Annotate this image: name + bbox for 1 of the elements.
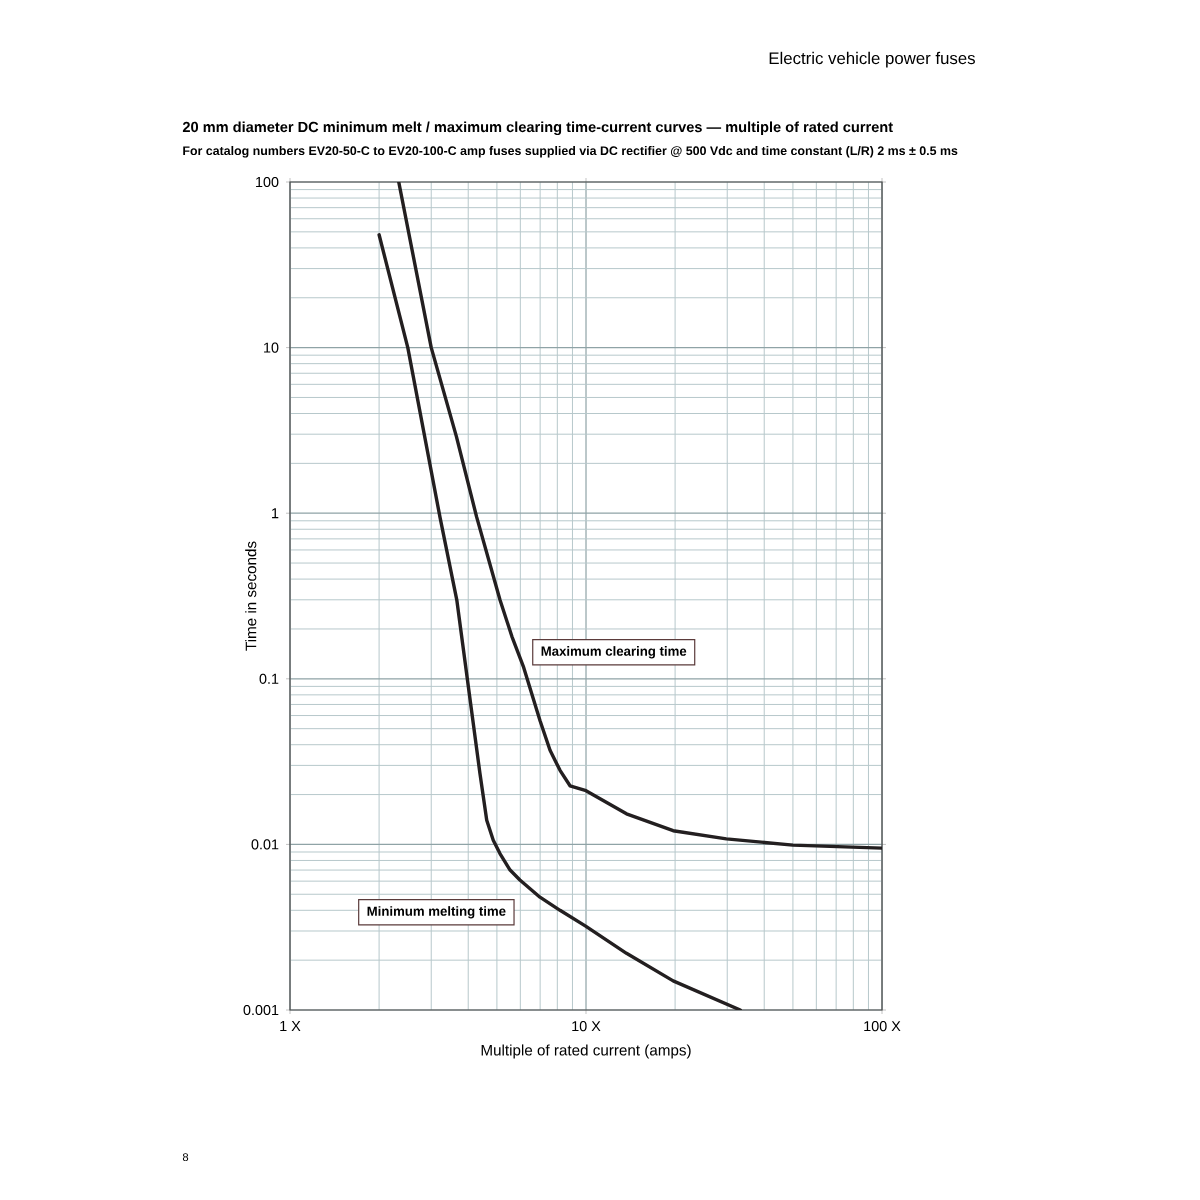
text: Electric vehicle power fuses — [769, 51, 975, 68]
